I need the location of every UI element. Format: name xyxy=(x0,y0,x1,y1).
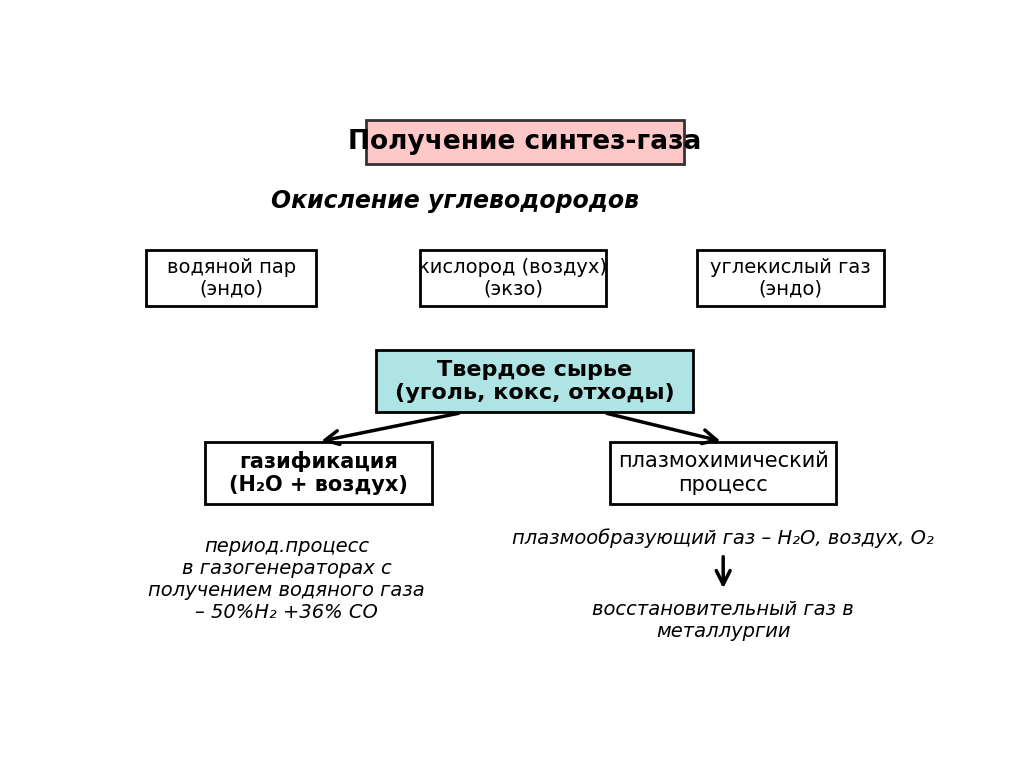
FancyBboxPatch shape xyxy=(367,120,684,164)
Text: восстановительный газ в
металлургии: восстановительный газ в металлургии xyxy=(592,600,854,641)
FancyBboxPatch shape xyxy=(145,250,316,306)
FancyBboxPatch shape xyxy=(206,442,431,504)
Text: Окисление углеводородов: Окисление углеводородов xyxy=(270,189,639,213)
FancyBboxPatch shape xyxy=(420,250,606,306)
Text: Твердое сырье
(уголь, кокс, отходы): Твердое сырье (уголь, кокс, отходы) xyxy=(394,360,674,403)
FancyBboxPatch shape xyxy=(697,250,884,306)
Text: кислород (воздух)
(экзо): кислород (воздух) (экзо) xyxy=(419,258,607,298)
Text: плазмообразующий газ – Н₂О, воздух, О₂: плазмообразующий газ – Н₂О, воздух, О₂ xyxy=(512,528,934,548)
FancyBboxPatch shape xyxy=(376,351,693,413)
Text: плазмохимический
процесс: плазмохимический процесс xyxy=(617,451,828,495)
Text: газификация
(Н₂О + воздух): газификация (Н₂О + воздух) xyxy=(229,451,408,495)
FancyBboxPatch shape xyxy=(610,442,837,504)
Text: водяной пар
(эндо): водяной пар (эндо) xyxy=(167,258,296,298)
Text: период.процесс
в газогенераторах с
получением водяного газа
– 50%Н₂ +36% СО: период.процесс в газогенераторах с получ… xyxy=(148,537,425,622)
Text: Получение синтез-газа: Получение синтез-газа xyxy=(348,130,701,155)
Text: углекислый газ
(эндо): углекислый газ (эндо) xyxy=(711,258,871,298)
